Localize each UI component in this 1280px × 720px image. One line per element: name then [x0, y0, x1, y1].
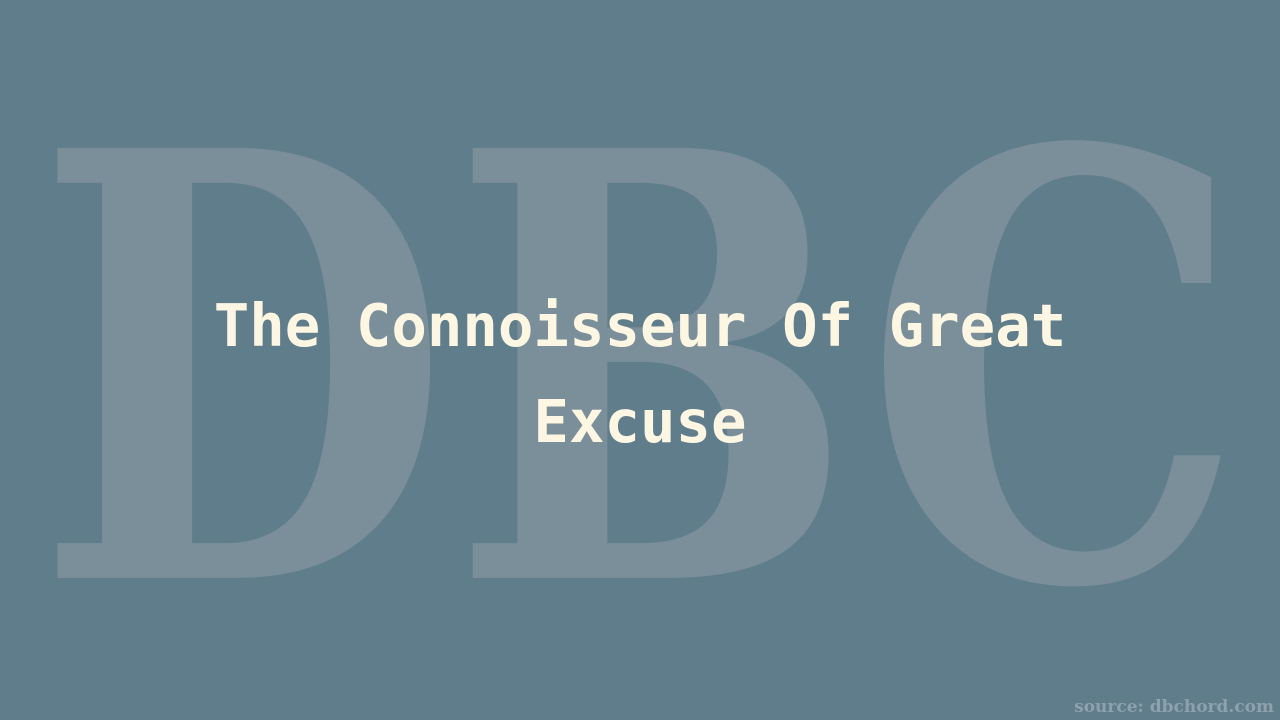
watermark-text: DBC	[35, 25, 1245, 718]
source-credit: source: dbchord.com	[1074, 697, 1274, 717]
song-title: The Connoisseur Of Great Excuse	[213, 291, 1067, 456]
title-container: The Connoisseur Of Great Excuse	[90, 278, 1190, 470]
